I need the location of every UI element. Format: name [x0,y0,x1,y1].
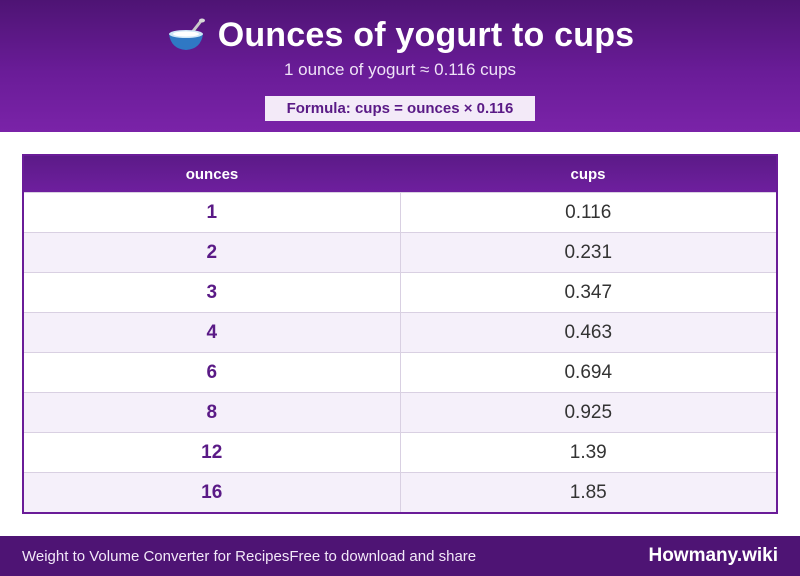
table-row: 1 0.116 [24,192,776,232]
ounces-cell: 3 [24,273,401,312]
subtitle: 1 ounce of yogurt ≈ 0.116 cups [283,60,517,79]
footer-share-note: Free to download and share [289,547,477,565]
page-title: Ounces of yogurt to cups [0,14,800,56]
cups-cell: 0.347 [564,281,613,303]
cups-cell: 1.39 [569,441,607,463]
table-row: 2 0.231 [24,232,776,272]
ounces-cell: 1 [24,193,401,232]
ounces-cell: 4 [24,313,401,352]
title-text: Ounces of yogurt to cups [217,15,635,54]
cups-cell: 0.231 [564,241,613,263]
footer-bar: Weight to Volume Converter for Recipes Fr… [0,536,800,576]
cups-cell: 0.463 [564,321,613,343]
table-row: 4 0.463 [24,312,776,352]
footer-tagline: Weight to Volume Converter for Recipes [22,547,290,565]
formula-box: Formula: cups = ounces × 0.116 [265,96,535,121]
cups-cell: 0.116 [565,201,612,223]
conversion-table: ounces cups 1 0.116 2 0.231 3 0.347 4 0.… [22,154,778,514]
column-header-cups: cups [570,165,606,183]
ounces-cell: 16 [24,473,401,512]
ounces-cell: 12 [24,433,401,472]
cups-cell: 0.925 [564,401,613,423]
table-row: 16 1.85 [24,472,776,512]
table-row: 8 0.925 [24,392,776,432]
table-header: ounces cups [24,156,776,192]
ounces-cell: 2 [24,233,401,272]
header-banner: Ounces of yogurt to cups 1 ounce of yogu… [0,0,800,132]
bowl-with-spoon-icon [168,18,205,50]
table-row: 3 0.347 [24,272,776,312]
brand-link[interactable]: Howmany.wiki [648,545,778,566]
table-row: 6 0.694 [24,352,776,392]
table-body: 1 0.116 2 0.231 3 0.347 4 0.463 6 0.694 … [24,192,776,512]
table-row: 12 1.39 [24,432,776,472]
ounces-cell: 8 [24,393,401,432]
cups-cell: 1.85 [569,481,607,503]
ounces-cell: 6 [24,353,401,392]
column-header-ounces: ounces [185,165,239,183]
cups-cell: 0.694 [564,361,613,383]
